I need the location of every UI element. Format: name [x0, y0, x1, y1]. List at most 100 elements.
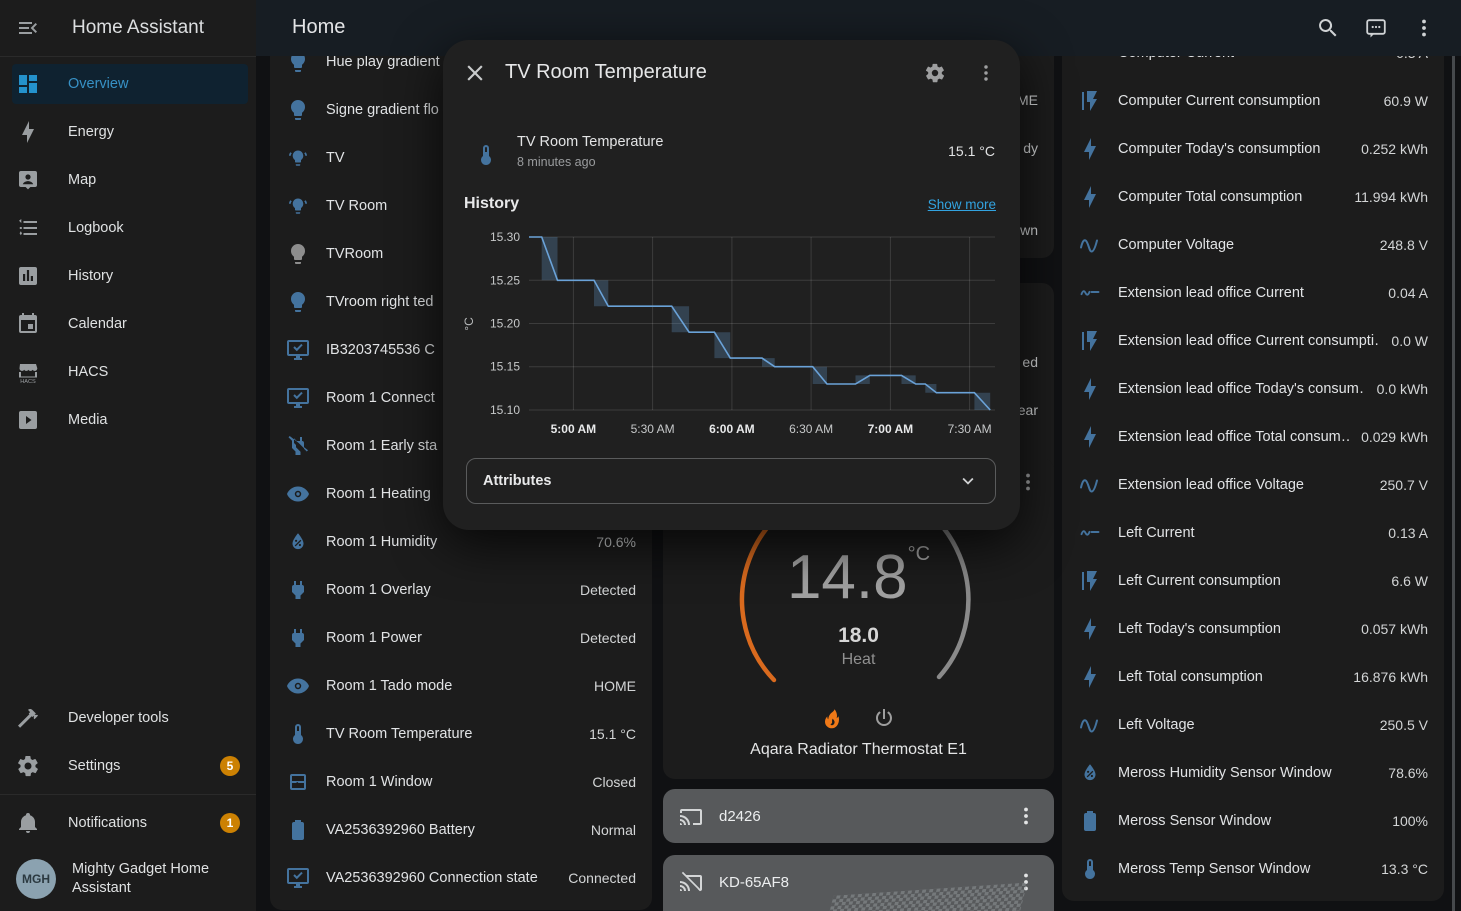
lightbulb-icon — [286, 290, 310, 314]
entity-last-changed: 8 minutes ago — [517, 155, 596, 169]
flash-bar-icon — [1078, 89, 1102, 113]
entity-row[interactable]: Left Current consumption 6.6 W — [1062, 557, 1444, 605]
sidebar-item[interactable]: HACS HACS — [0, 348, 256, 396]
scrollbar[interactable] — [1452, 56, 1455, 911]
entity-row[interactable]: Left Total consumption 16.876 kWh — [1062, 653, 1444, 701]
entity-row[interactable]: Left Voltage 250.5 V — [1062, 701, 1444, 749]
card-menu-icon[interactable] — [1014, 804, 1038, 828]
svg-text:15.20: 15.20 — [490, 317, 520, 331]
entity-row[interactable]: Computer Current consumption 60.9 W — [1062, 77, 1444, 125]
sidebar-item[interactable]: Calendar — [0, 300, 256, 348]
media-player-card[interactable]: KD-65AF8 — [663, 855, 1054, 911]
svg-text:15.30: 15.30 — [490, 230, 520, 244]
entity-row[interactable]: Extension lead office Today's consum… 0.… — [1062, 365, 1444, 413]
lightning-bolt-icon — [1078, 137, 1102, 161]
entity-row[interactable]: Computer Total consumption 11.994 kWh — [1062, 173, 1444, 221]
cog-icon — [16, 754, 40, 778]
app-title: Home Assistant — [72, 17, 204, 39]
svg-text:5:30 AM: 5:30 AM — [631, 422, 675, 436]
entity-row[interactable]: VA2536392960 Connection state Connected — [270, 854, 652, 902]
sidebar-item[interactable]: Map — [0, 156, 256, 204]
lightning-bolt-icon — [16, 120, 40, 144]
home-assistant-app: Home Home Assistant Overview Energy — [0, 0, 1461, 911]
sidebar-item[interactable]: Logbook — [0, 204, 256, 252]
svg-text:15.25: 15.25 — [490, 273, 520, 287]
off-mode-icon[interactable] — [872, 706, 896, 730]
entity-row[interactable]: Extension lead office Voltage 250.7 V — [1062, 461, 1444, 509]
entity-row[interactable]: Extension lead office Current 0.04 A — [1062, 269, 1444, 317]
entity-row[interactable]: Room 1 Power Detected — [270, 614, 652, 662]
close-icon[interactable] — [462, 60, 488, 86]
sidebar-item-notifications[interactable]: Notifications 1 — [0, 799, 256, 847]
lightbulb-group-icon — [286, 146, 310, 170]
cast-icon — [679, 804, 703, 828]
entities-card-right: Computer Current 0.3 A Computer Current … — [1062, 29, 1444, 901]
entity-row[interactable]: Computer Today's consumption 0.252 kWh — [1062, 125, 1444, 173]
entity-row[interactable]: Extension lead office Current consumpti…… — [1062, 317, 1444, 365]
sidebar-divider — [0, 794, 256, 795]
sidebar-item[interactable]: Settings 5 — [0, 742, 256, 790]
heat-mode-icon[interactable] — [820, 706, 844, 730]
entity-row[interactable]: Meross Temp Sensor Window 13.3 °C — [1062, 845, 1444, 893]
sidebar-footer-top: Developer tools Settings 5 — [0, 694, 256, 790]
svg-text:6:30 AM: 6:30 AM — [789, 422, 833, 436]
sidebar-item[interactable]: History — [0, 252, 256, 300]
search-icon[interactable] — [1316, 16, 1340, 40]
entity-row[interactable]: Extension lead office Total consum… 0.02… — [1062, 413, 1444, 461]
lightbulb-group-icon — [286, 194, 310, 218]
monitor-check-icon — [286, 338, 310, 362]
dialog-menu-icon[interactable] — [975, 62, 997, 84]
show-more-link[interactable]: Show more — [928, 197, 996, 212]
svg-text:HACS: HACS — [20, 379, 36, 384]
battery-icon — [286, 818, 310, 842]
svg-text:°C: °C — [462, 317, 476, 331]
lightning-bolt-icon — [1078, 185, 1102, 209]
flash-bar-icon — [1078, 329, 1102, 353]
sidebar-item[interactable]: Overview — [0, 60, 256, 108]
lightning-bolt-icon — [1078, 665, 1102, 689]
sidebar-header: Home Assistant — [0, 0, 256, 57]
entity-row[interactable]: Meross Humidity Sensor Window 78.6% — [1062, 749, 1444, 797]
power-plug-icon — [286, 578, 310, 602]
media-player-card[interactable]: d2426 — [663, 789, 1054, 843]
dialog-title: TV Room Temperature — [505, 61, 707, 84]
attributes-expander[interactable]: Attributes — [466, 458, 996, 504]
format-list-icon — [16, 216, 40, 240]
hvac-mode-label: Heat — [663, 651, 1054, 669]
svg-text:7:30 AM: 7:30 AM — [948, 422, 992, 436]
account-map-icon — [16, 168, 40, 192]
hammer-icon — [16, 706, 40, 730]
entity-row[interactable]: Room 1 Tado mode HOME — [270, 662, 652, 710]
user-name: Mighty Gadget Home Assistant — [72, 860, 209, 898]
sidebar-nav: Overview Energy Map Logbook History — [0, 60, 256, 444]
svg-text:15.10: 15.10 — [490, 403, 520, 417]
water-percent-icon — [286, 530, 310, 554]
assist-icon[interactable] — [1364, 16, 1388, 40]
history-chart: 15.1015.1515.2015.2515.305:00 AM5:30 AM6… — [443, 215, 1019, 455]
entity-row[interactable]: Room 1 Window Closed — [270, 758, 652, 806]
monitor-check-icon — [286, 866, 310, 890]
sidebar-footer: Developer tools Settings 5 Notifications… — [0, 694, 256, 911]
entity-name: TV Room Temperature — [517, 134, 663, 150]
entity-row[interactable]: Meross Sensor Window 100% — [1062, 797, 1444, 845]
sidebar-item[interactable]: Energy — [0, 108, 256, 156]
entity-row[interactable]: Left Today's consumption 0.057 kWh — [1062, 605, 1444, 653]
cast-off-icon — [679, 870, 703, 894]
entity-row[interactable]: TV Room Temperature 15.1 °C — [270, 710, 652, 758]
entity-row[interactable]: Computer Voltage 248.8 V — [1062, 221, 1444, 269]
sidebar-item[interactable]: Developer tools — [0, 694, 256, 742]
overflow-menu-icon[interactable] — [1412, 16, 1436, 40]
entity-row[interactable]: Left Current 0.13 A — [1062, 509, 1444, 557]
lightbulb-icon — [286, 242, 310, 266]
menu-toggle-icon[interactable] — [16, 16, 40, 40]
sidebar-user[interactable]: MGH Mighty Gadget Home Assistant — [0, 847, 256, 911]
chevron-down-icon — [957, 470, 979, 492]
dialog-entity-row[interactable]: TV Room Temperature 8 minutes ago 15.1 °… — [443, 132, 1020, 178]
thermometer-icon — [286, 722, 310, 746]
lightbulb-icon — [286, 98, 310, 122]
entity-row[interactable]: VA2536392960 Battery Normal — [270, 806, 652, 854]
thermostat-name: Aqara Radiator Thermostat E1 — [663, 741, 1054, 759]
sidebar-item[interactable]: Media — [0, 396, 256, 444]
entity-row[interactable]: Room 1 Overlay Detected — [270, 566, 652, 614]
settings-gear-icon[interactable] — [924, 62, 946, 84]
